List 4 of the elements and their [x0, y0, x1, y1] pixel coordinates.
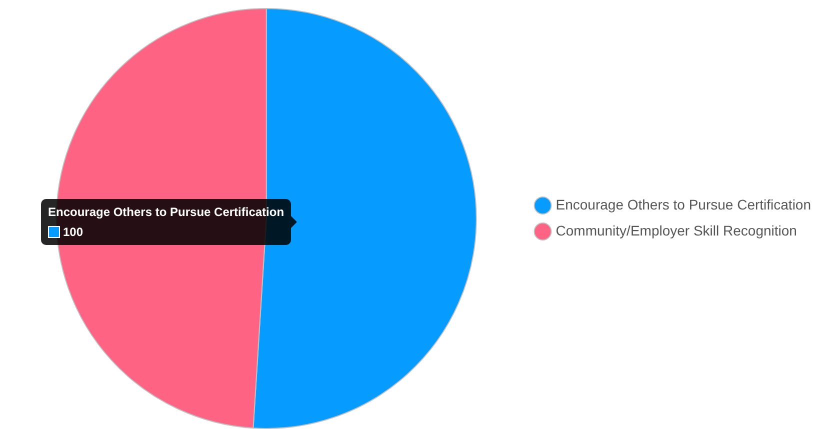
legend-label: Encourage Others to Pursue Certification — [556, 196, 812, 212]
legend-label: Community/Employer Skill Recognition — [556, 222, 797, 238]
slice-label: Encourage Others to Pursue Certification — [48, 205, 284, 219]
text: 100 — [63, 225, 84, 239]
